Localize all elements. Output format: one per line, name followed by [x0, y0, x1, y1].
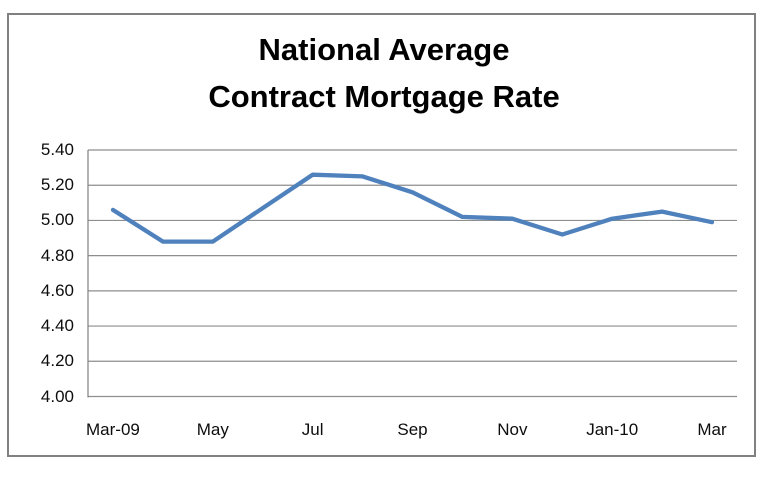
x-tick-label: Nov	[497, 420, 528, 439]
rate-series-line	[110, 172, 715, 244]
y-tick-label: 5.20	[40, 175, 74, 195]
x-tick-label: Mar	[697, 420, 727, 439]
y-tick-label: 4.00	[40, 386, 74, 406]
x-tick-label: Jul	[301, 420, 324, 439]
x-tick-label: Jan-10	[586, 420, 639, 439]
chart-border-frame	[7, 13, 756, 457]
chart-title-line-2: Contract Mortgage Rate	[208, 79, 560, 114]
y-tick-label: 5.00	[40, 210, 74, 230]
y-tick-label: 5.40	[40, 140, 74, 159]
y-tick-label: 4.20	[40, 351, 74, 371]
y-tick-label: 4.40	[40, 316, 74, 336]
x-tick-label: May	[196, 420, 229, 439]
chart-title: National Average Contract Mortgage Rate	[0, 26, 768, 120]
y-tick-label: 4.80	[40, 245, 74, 265]
x-tick-label: Sep	[397, 420, 428, 439]
chart-title-line-1: National Average	[258, 32, 510, 67]
y-tick-label: 4.60	[40, 280, 74, 300]
x-tick-label: Mar-09	[86, 420, 140, 439]
